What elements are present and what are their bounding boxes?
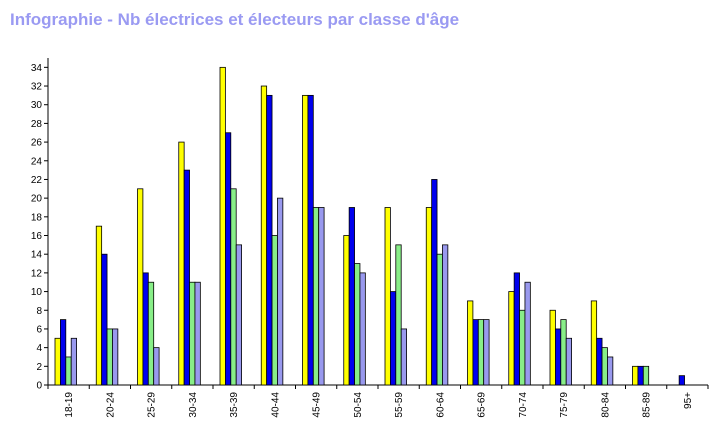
bar [60, 319, 67, 386]
x-tick-label: 20-24 [105, 392, 116, 418]
chart-title: Infographie - Nb électrices et électeurs… [10, 10, 460, 29]
y-tick-label: 4 [36, 343, 42, 354]
y-tick-label: 26 [31, 138, 43, 149]
bar [483, 319, 490, 386]
bar [395, 244, 402, 386]
bar [54, 337, 61, 386]
bar [219, 66, 226, 386]
bar [565, 337, 573, 386]
y-tick-label: 28 [31, 119, 43, 130]
y-tick-label: 10 [31, 287, 43, 298]
bar [137, 188, 144, 386]
bar [384, 207, 391, 386]
x-tick-label: 85-89 [642, 392, 653, 418]
bar [183, 169, 190, 386]
bar [524, 281, 531, 386]
bar [400, 328, 408, 386]
y-tick-label: 16 [31, 231, 43, 242]
bar [472, 319, 479, 386]
y-tick-label: 2 [36, 362, 42, 373]
x-tick-label: 95+ [683, 392, 694, 409]
bar [302, 94, 309, 386]
bar [178, 141, 185, 386]
bar [112, 328, 119, 386]
bar [307, 94, 314, 386]
y-tick-label: 22 [31, 175, 43, 186]
bar [318, 207, 325, 386]
y-tick-label: 6 [36, 324, 42, 335]
bar [194, 281, 201, 386]
bar [431, 179, 438, 386]
y-tick-label: 18 [31, 212, 43, 223]
y-tick-label: 8 [36, 306, 42, 317]
bar [467, 300, 474, 386]
x-tick-label: 75-79 [559, 392, 570, 418]
bar [442, 244, 449, 386]
bar [632, 365, 639, 386]
bar [230, 188, 237, 386]
y-tick-label: 34 [31, 63, 43, 74]
bar [266, 94, 273, 386]
y-tick-label: 24 [31, 156, 43, 167]
bar [343, 235, 350, 386]
bar [607, 356, 614, 386]
bar [312, 207, 320, 386]
bar [189, 281, 196, 386]
x-tick-label: 35-39 [229, 392, 240, 418]
bar [153, 347, 160, 386]
x-tick-label: 18-19 [64, 392, 75, 418]
x-tick-label: 60-64 [435, 392, 446, 418]
bar [519, 309, 526, 386]
y-tick-label: 12 [31, 268, 43, 279]
bar [601, 347, 608, 386]
bar [142, 272, 149, 386]
bar [235, 244, 242, 386]
bar [359, 272, 366, 386]
y-tick-label: 32 [31, 82, 43, 93]
y-tick-label: 30 [31, 100, 43, 111]
y-tick-label: 0 [36, 381, 42, 392]
y-tick-label: 20 [31, 194, 43, 205]
bar [224, 132, 232, 386]
bar [637, 365, 644, 386]
bar [508, 291, 515, 386]
bar [260, 85, 268, 386]
x-tick-label: 40-44 [270, 392, 281, 418]
bar [678, 375, 685, 386]
x-tick-label: 30-34 [188, 392, 199, 418]
bars [54, 66, 685, 386]
y-tick-label: 14 [31, 250, 43, 261]
bar [354, 263, 361, 386]
x-tick-label: 25-29 [147, 392, 158, 418]
x-tick-label: 50-54 [353, 392, 364, 418]
x-tick-label: 55-59 [394, 392, 405, 418]
bar [95, 225, 103, 386]
bar [147, 281, 155, 386]
x-tick-label: 70-74 [518, 392, 529, 418]
bar [70, 337, 77, 386]
bar [477, 319, 485, 386]
bar [106, 328, 113, 386]
bar [389, 291, 397, 386]
bar [513, 272, 520, 386]
x-tick-label: 80-84 [600, 392, 611, 418]
bar [642, 365, 650, 386]
x-tick-label: 45-49 [312, 392, 323, 418]
bar [425, 207, 433, 386]
x-ticks: 18-19 20-24 25-29 30-34 35-39 40-44 45-49 50-54… [47, 385, 709, 418]
bar [348, 207, 355, 386]
bar [271, 235, 278, 386]
bar [560, 319, 567, 386]
bar [590, 300, 598, 386]
bar [277, 197, 284, 386]
bar [596, 337, 603, 386]
x-tick-label: 65-69 [477, 392, 488, 418]
bar [65, 356, 72, 386]
bar [555, 328, 562, 386]
bar [549, 309, 556, 386]
bar [436, 253, 443, 386]
bar [101, 253, 108, 386]
